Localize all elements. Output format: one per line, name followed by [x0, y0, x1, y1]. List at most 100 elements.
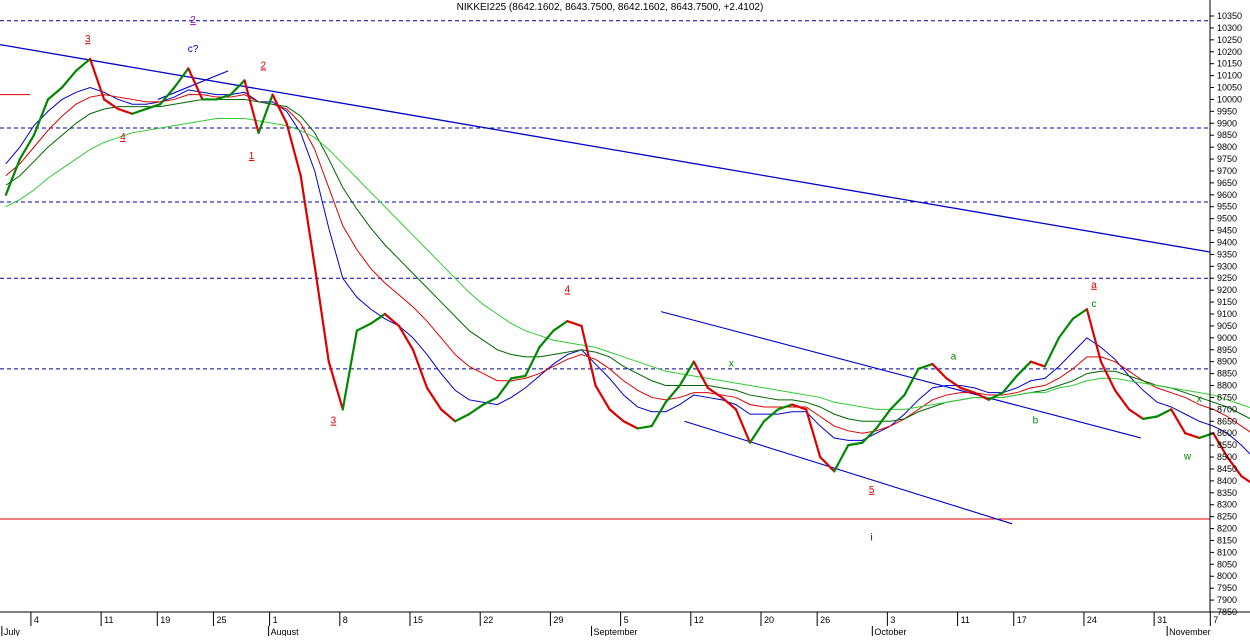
- price-segment: [945, 377, 962, 390]
- price-segment: [1240, 475, 1250, 484]
- y-tick-label: 9450: [1217, 226, 1237, 236]
- x-day-label: 17: [1017, 615, 1027, 625]
- moving-averages: [5, 86, 1250, 455]
- wave-label: 2: [190, 15, 196, 26]
- y-tick-label: 10050: [1217, 83, 1242, 93]
- wave-label: a: [951, 351, 957, 362]
- x-day-label: 19: [160, 615, 170, 625]
- x-day-label: 31: [1157, 615, 1167, 625]
- price-segment: [1198, 432, 1215, 440]
- y-tick-label: 10200: [1217, 47, 1242, 57]
- wave-label: 4: [565, 285, 571, 296]
- price-segment: [762, 408, 780, 423]
- x-day-label: 8: [343, 615, 348, 625]
- y-tick-label: 8750: [1217, 392, 1237, 402]
- x-day-label: 3: [890, 615, 895, 625]
- price-segment: [327, 360, 344, 411]
- price-segment: [973, 391, 990, 401]
- x-month-label: November: [1169, 627, 1211, 636]
- price-segment: [1184, 432, 1201, 440]
- long-downtrend-line: [0, 43, 1211, 253]
- ma-red-line: [5, 94, 1250, 434]
- x-day-label: 22: [483, 615, 493, 625]
- channel-bottom-line: [684, 420, 1013, 525]
- y-tick-label: 8000: [1217, 571, 1237, 581]
- price-segment: [1085, 308, 1103, 363]
- y-tick-label: 9200: [1217, 285, 1237, 295]
- wave-label: i: [871, 532, 873, 543]
- price-segment: [229, 79, 246, 96]
- price-segment: [74, 57, 92, 72]
- wave-label: a: [1091, 280, 1097, 291]
- x-day-label: 24: [1087, 615, 1097, 625]
- y-tick-label: 10250: [1217, 35, 1242, 45]
- price-segment: [257, 93, 274, 134]
- price-segment: [88, 57, 106, 101]
- y-tick-label: 8300: [1217, 500, 1237, 510]
- price-segment: [1015, 360, 1032, 378]
- price-segment: [524, 346, 541, 378]
- price-segment: [1057, 317, 1074, 339]
- y-tick-label: 8600: [1217, 428, 1237, 438]
- price-segment: [1170, 408, 1187, 435]
- y-tick-label: 9850: [1217, 130, 1237, 140]
- price-segment: [482, 396, 499, 406]
- x-month-label: October: [874, 627, 906, 636]
- wave-label: 1: [249, 151, 255, 162]
- price-segment: [496, 377, 513, 399]
- price-segment: [1212, 432, 1229, 459]
- price-segment: [805, 408, 822, 459]
- price-segment: [959, 386, 976, 394]
- y-tick-label: 8550: [1217, 440, 1237, 450]
- y-tick-label: 9650: [1217, 178, 1237, 188]
- price-segment: [1099, 360, 1117, 392]
- price-segment: [187, 67, 204, 101]
- y-tick-label: 9500: [1217, 214, 1237, 224]
- x-day-label: 20: [764, 615, 774, 625]
- price-segment: [861, 427, 878, 444]
- price-segment: [1071, 308, 1089, 320]
- y-tick-label: 9900: [1217, 118, 1237, 128]
- x-day-label: 7: [1213, 615, 1218, 625]
- price-segment: [103, 98, 120, 111]
- price-segment: [580, 324, 597, 387]
- price-segment: [439, 408, 457, 423]
- price-segment: [510, 374, 527, 380]
- x-day-label: 26: [820, 615, 830, 625]
- wave-label: c?: [188, 44, 199, 55]
- y-tick-label: 10150: [1217, 59, 1242, 69]
- y-tick-label: 9150: [1217, 297, 1237, 307]
- price-segment: [1029, 360, 1046, 368]
- price-segment: [117, 107, 134, 115]
- y-tick-label: 10350: [1217, 11, 1242, 21]
- x-day-label: 11: [961, 615, 970, 625]
- y-tick-label: 9950: [1217, 106, 1237, 116]
- price-segment: [1127, 408, 1145, 420]
- x-day-label: 15: [413, 615, 423, 625]
- wave-label: b: [1033, 416, 1039, 427]
- price-segment: [1141, 415, 1159, 420]
- price-segment: [46, 86, 64, 101]
- price-segment: [552, 320, 569, 332]
- x-month-label: August: [271, 627, 300, 636]
- wave-label: 2: [260, 60, 266, 71]
- x-day-label: 12: [694, 615, 704, 625]
- price-segment: [215, 93, 232, 101]
- price-segment: [917, 362, 934, 370]
- y-tick-label: 8250: [1217, 512, 1237, 522]
- price-segment: [32, 98, 50, 137]
- wave-label: 3: [85, 34, 91, 45]
- y-tick-label: 9700: [1217, 166, 1237, 176]
- y-tick-label: 8500: [1217, 452, 1237, 462]
- price-segment: [1156, 408, 1173, 418]
- price-segment: [636, 424, 653, 430]
- price-segment: [425, 386, 443, 411]
- y-axis: 7850790079508000805081008150820082508300…: [1209, 0, 1242, 617]
- price-segment: [285, 122, 302, 177]
- y-tick-label: 10000: [1217, 94, 1242, 104]
- price-segment: [243, 79, 260, 134]
- price-segment: [468, 403, 485, 416]
- y-tick-label: 8100: [1217, 547, 1237, 557]
- price-segment: [355, 322, 372, 332]
